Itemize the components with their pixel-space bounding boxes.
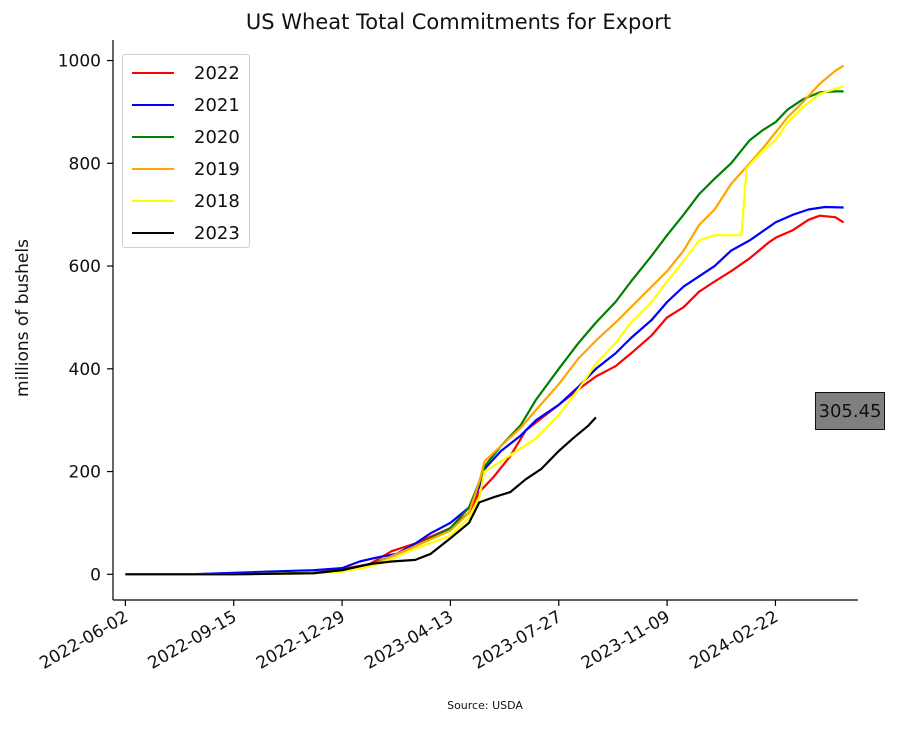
legend-label: 2021 bbox=[194, 94, 240, 116]
series-line-2022 bbox=[125, 214, 845, 576]
legend-label: 2020 bbox=[194, 126, 240, 148]
legend-swatch bbox=[132, 104, 174, 106]
x-tick-label: 2022-09-15 bbox=[145, 607, 241, 674]
legend-label: 2018 bbox=[194, 190, 240, 212]
x-tick-label: 2023-04-13 bbox=[361, 607, 457, 674]
y-tick-label: 200 bbox=[69, 463, 101, 483]
x-tick-label: 2023-07-27 bbox=[470, 607, 566, 674]
legend-label: 2022 bbox=[194, 62, 240, 84]
legend-label: 2023 bbox=[194, 222, 240, 244]
legend-swatch bbox=[132, 168, 174, 170]
y-tick-label: 400 bbox=[69, 360, 101, 380]
legend: 2022 2021 2020 2019 2018 2023 bbox=[122, 54, 250, 248]
legend-item-2023: 2023 bbox=[132, 220, 240, 246]
series-line-2023 bbox=[125, 416, 597, 576]
x-tick-label: 2024-02-22 bbox=[686, 607, 782, 674]
series-line-2019 bbox=[125, 64, 845, 576]
y-tick-label: 1000 bbox=[58, 52, 101, 72]
legend-item-2019: 2019 bbox=[132, 156, 240, 182]
legend-label: 2019 bbox=[194, 158, 240, 180]
legend-item-2020: 2020 bbox=[132, 124, 240, 150]
legend-item-2021: 2021 bbox=[132, 92, 240, 118]
legend-swatch bbox=[132, 232, 174, 234]
y-tick-label: 800 bbox=[69, 154, 101, 174]
legend-swatch bbox=[132, 136, 174, 138]
legend-swatch bbox=[132, 72, 174, 74]
series-layer bbox=[125, 64, 845, 576]
series-line-2018 bbox=[125, 85, 844, 576]
last-value-box: 305.45 bbox=[815, 392, 885, 430]
legend-item-2022: 2022 bbox=[132, 60, 240, 86]
source-note: Source: USDA bbox=[447, 699, 523, 712]
legend-swatch bbox=[132, 200, 174, 202]
x-tick-label: 2023-11-09 bbox=[578, 607, 674, 674]
x-tick-label: 2022-12-29 bbox=[253, 607, 349, 674]
series-line-2021 bbox=[125, 205, 844, 576]
legend-item-2018: 2018 bbox=[132, 188, 240, 214]
chart-title: US Wheat Total Commitments for Export bbox=[245, 10, 672, 34]
x-tick-label: 2022-06-02 bbox=[36, 607, 132, 674]
y-tick-label: 600 bbox=[69, 257, 101, 277]
y-tick-label: 0 bbox=[90, 565, 101, 585]
